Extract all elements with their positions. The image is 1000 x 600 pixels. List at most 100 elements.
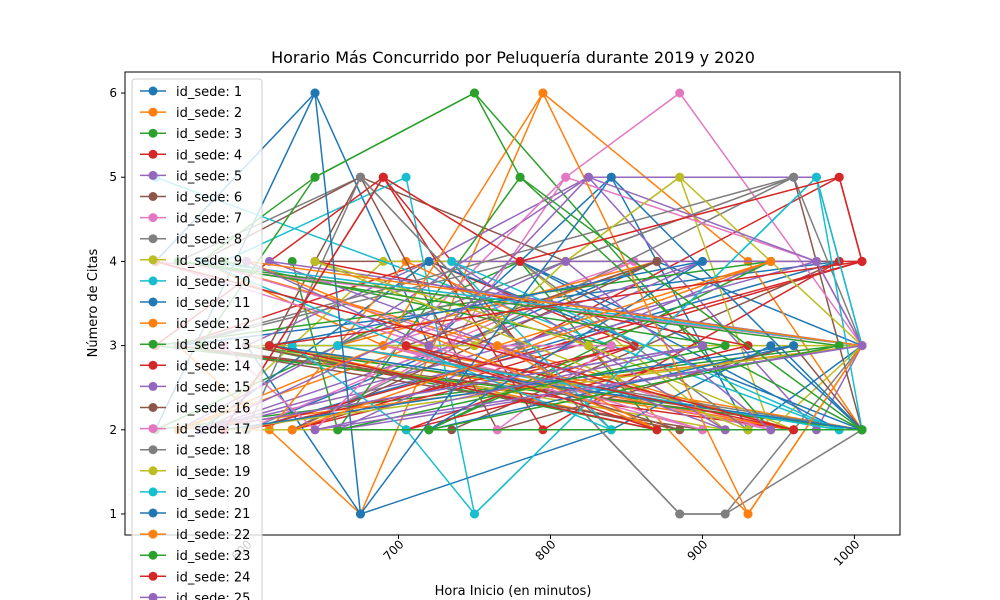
data-point (287, 425, 297, 435)
legend-entry-label: id_sede: 14 (176, 359, 250, 374)
data-point (811, 172, 821, 182)
data-point (424, 425, 434, 435)
plot-frame (124, 71, 901, 536)
x-tick-label: 700 (381, 537, 407, 563)
data-point (264, 341, 274, 351)
y-axis-label: Número de Citas (86, 248, 101, 357)
series-25 (196, 172, 867, 435)
data-point (857, 256, 867, 266)
data-point (834, 172, 844, 182)
legend-swatch-marker (148, 107, 158, 117)
data-point (333, 425, 343, 435)
legend-swatch-marker (148, 381, 158, 391)
data-point (698, 341, 707, 351)
legend-swatch-marker (148, 213, 158, 223)
data-point (515, 172, 525, 182)
data-point (356, 509, 365, 519)
legend-swatch-marker (148, 550, 158, 560)
series-line (177, 92, 863, 431)
data-point (789, 341, 799, 351)
series-24 (150, 172, 867, 435)
data-point (310, 425, 320, 435)
legend-entry-label: id_sede: 9 (176, 254, 242, 269)
data-point (811, 256, 821, 266)
data-point (561, 172, 571, 182)
legend-swatch-marker (148, 297, 158, 307)
legend-swatch-marker (148, 592, 158, 600)
legend-swatch-marker (148, 508, 158, 518)
series-layer (150, 88, 867, 519)
legend-swatch-marker (148, 128, 158, 138)
legend-swatch-marker (148, 170, 158, 180)
legend-swatch-marker (148, 571, 158, 581)
data-point (857, 341, 867, 351)
legend-entry-label: id_sede: 19 (176, 465, 250, 480)
legend-swatch-marker (148, 360, 158, 370)
legend-swatch-marker (148, 255, 158, 265)
data-point (424, 256, 434, 266)
x-tick-label: 800 (533, 537, 559, 563)
legend-entry-label: id_sede: 6 (176, 191, 242, 206)
legend-entry-label: id_sede: 16 (176, 402, 250, 417)
data-point (766, 256, 776, 266)
legend-swatch-marker (148, 318, 158, 328)
legend-entry-label: id_sede: 18 (176, 444, 250, 459)
chart-title: Horario Más Concurrido por Peluquería du… (271, 48, 755, 67)
y-tick-label: 4 (109, 254, 117, 268)
legend-swatch-marker (148, 466, 158, 476)
legend-box (131, 78, 263, 600)
legend-swatch-marker (148, 403, 158, 412)
series-line (200, 176, 863, 431)
y-tick-label: 2 (109, 423, 117, 437)
data-point (789, 425, 799, 435)
series-line (200, 176, 863, 515)
legend-swatch-marker (148, 445, 158, 455)
data-point (652, 425, 662, 435)
data-point (310, 256, 320, 266)
data-point (698, 256, 707, 266)
data-point (447, 256, 457, 266)
data-point (789, 172, 799, 182)
legend-entry-label: id_sede: 13 (176, 338, 250, 353)
legend-entry-label: id_sede: 7 (176, 212, 242, 227)
legend-entry-label: id_sede: 4 (176, 148, 242, 163)
legend-entry-label: id_sede: 25 (176, 591, 250, 600)
x-tick-label: 1000 (831, 537, 862, 568)
data-point (834, 341, 844, 351)
legend-entry-label: id_sede: 8 (176, 233, 242, 248)
y-tick-label: 1 (109, 507, 117, 521)
data-point (470, 88, 479, 98)
legend-entry-label: id_sede: 23 (176, 549, 250, 564)
data-point (492, 341, 502, 351)
data-point (424, 341, 434, 351)
legend-entry-label: id_sede: 10 (176, 275, 250, 290)
data-point (333, 341, 343, 351)
legend-swatch-marker (148, 86, 158, 96)
data-point (401, 172, 411, 182)
legend-entry-label: id_sede: 5 (176, 169, 242, 184)
data-point (515, 256, 525, 266)
legend-entry-label: id_sede: 12 (176, 317, 250, 332)
legend-entry-label: id_sede: 21 (176, 507, 250, 522)
data-point (675, 172, 685, 182)
data-point (310, 172, 320, 182)
legend-entry-label: id_sede: 20 (176, 486, 250, 501)
legend-swatch-marker (148, 192, 158, 201)
data-point (561, 256, 571, 266)
legend: id_sede: 1 id_sede: 2 id_sede: 3 id_sede: 4… (131, 78, 263, 600)
legend-entry-label: id_sede: 2 (176, 106, 242, 121)
data-point (378, 172, 388, 182)
series-line (155, 176, 863, 431)
data-point (356, 172, 365, 182)
data-point (538, 88, 548, 98)
data-point (675, 88, 685, 98)
legend-swatch-marker (148, 149, 158, 159)
data-point (584, 341, 593, 351)
legend-swatch-marker (148, 529, 158, 539)
y-tick-label: 6 (109, 86, 117, 100)
data-point (857, 425, 867, 435)
data-point (584, 172, 593, 182)
legend-swatch-marker (148, 276, 158, 286)
data-point (606, 341, 616, 351)
